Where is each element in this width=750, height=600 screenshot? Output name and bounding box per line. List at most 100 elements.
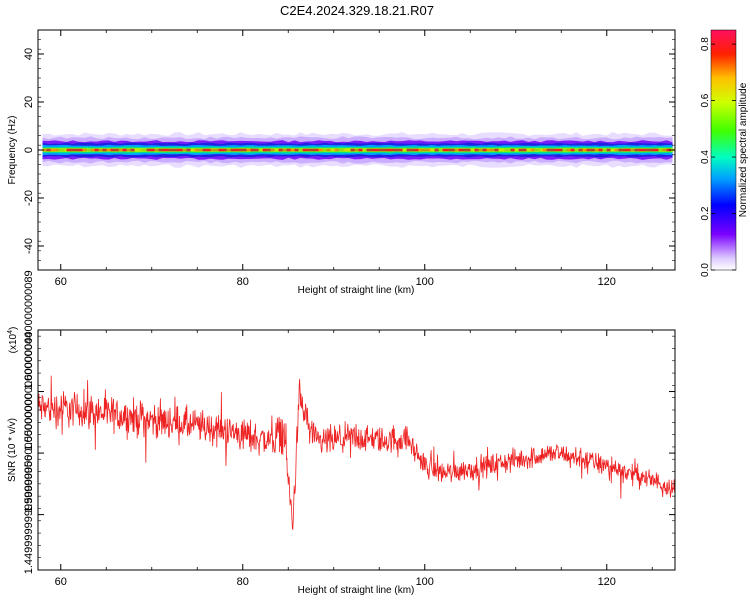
spectral-band-core <box>622 148 627 152</box>
spectral-band-core <box>314 148 319 152</box>
spectral-band-core <box>482 148 487 152</box>
spectral-band-core <box>118 148 123 152</box>
spectrogram-xlabel: Height of straight line (km) <box>298 285 415 296</box>
spectral-band-core <box>538 148 543 152</box>
spectral-band-core <box>174 148 179 152</box>
colorbar-tick-label: 0.6 <box>700 93 711 107</box>
spectral-band-core <box>122 148 127 152</box>
snr-ytick-label: 1.550000000000000044 <box>23 332 35 451</box>
snr-panel: 60 80 100 120 1.4499999999999999561.50000000… <box>7 270 676 596</box>
spectral-band-core <box>50 148 55 152</box>
spectral-band-core <box>230 148 235 152</box>
colorbar-label: Normalized spectral amplitude <box>738 82 749 217</box>
spectral-band-core <box>570 148 575 152</box>
snr-xtick-label: 80 <box>237 576 249 588</box>
snr-xtick-label: 60 <box>55 576 67 588</box>
spectral-band-core <box>654 148 659 152</box>
snr-ylabel: SNR (10 * v/v) <box>7 418 18 482</box>
spectral-band-core <box>486 148 491 152</box>
snr-frame <box>37 329 676 571</box>
spectral-band-core <box>566 148 571 152</box>
spectrogram-ytick-label: 20 <box>23 96 35 108</box>
spectral-band-core <box>666 148 671 152</box>
spectral-band-core <box>470 148 475 152</box>
spectrogram-ytick-label: -40 <box>23 238 35 254</box>
spectral-band-core <box>582 148 587 152</box>
snr-ytick-label: 1.600000000000000089 <box>23 270 35 389</box>
snr-xtick-label: 100 <box>416 576 434 588</box>
colorbar-tick-label: 0.2 <box>700 206 711 220</box>
spectral-band-core <box>62 148 67 152</box>
spectral-band-core <box>66 148 71 152</box>
snr-plot-area <box>38 330 675 570</box>
spectral-band-core <box>650 148 655 152</box>
spectral-band-core <box>498 148 503 152</box>
colorbar-tick-label: 0.0 <box>700 263 711 277</box>
spectral-band-core <box>358 148 363 152</box>
spectrogram-axes: 60 80 100 120 -40 -20 0 20 40 <box>23 29 675 288</box>
spectral-band-core <box>458 148 463 152</box>
spectral-band-core <box>510 148 515 152</box>
spectral-band-core <box>598 148 603 152</box>
spectral-band-core <box>386 148 391 152</box>
spectrogram-xtick-label: 100 <box>416 276 434 288</box>
colorbar-tick-label: 0.4 <box>700 150 711 164</box>
spectral-band-core <box>106 148 111 152</box>
spectral-band-core <box>286 148 291 152</box>
spectral-band-core <box>454 148 459 152</box>
spectrogram-xtick-label: 80 <box>237 276 249 288</box>
spectral-band-core <box>234 148 239 152</box>
spectral-band <box>42 132 675 168</box>
spectral-band-core <box>262 148 267 152</box>
spectral-band-core <box>274 148 279 152</box>
spectral-band-core <box>318 148 323 152</box>
spectral-band-core <box>190 148 195 152</box>
spectral-band-core <box>374 148 379 152</box>
spectral-band-core <box>610 148 615 152</box>
snr-axes: 60 80 100 120 1.4499999999999999561.50000000… <box>23 270 675 588</box>
spectral-band-core <box>638 148 643 152</box>
snr-ytick-label: 1.500000000000000000 <box>23 393 35 512</box>
colorbar-gradient <box>711 30 736 270</box>
snr-exponent-label: (x104) <box>7 327 19 354</box>
spectrogram-ylabel: Frequency (Hz) <box>7 116 18 185</box>
spectral-band-core <box>78 148 83 152</box>
spectral-band-core <box>542 148 547 152</box>
spectral-band-core <box>202 148 207 152</box>
spectral-band-core <box>134 148 139 152</box>
spectral-band-core <box>146 148 151 152</box>
spectrogram-xtick-label: 120 <box>598 276 616 288</box>
spectral-band-core <box>526 148 531 152</box>
spectral-band-core <box>594 148 599 152</box>
spectrogram-ytick-label: 40 <box>23 48 35 60</box>
snr-series-line <box>38 375 675 530</box>
spectral-band-core <box>430 148 435 152</box>
spectral-band-core <box>342 148 347 152</box>
spectral-band-core <box>178 148 183 152</box>
spectral-band-core <box>302 148 307 152</box>
spectral-band-core <box>442 148 447 152</box>
colorbar-tick-label: 0.8 <box>700 37 711 51</box>
spectral-band-core <box>402 148 407 152</box>
spectral-band-core <box>218 148 223 152</box>
spectral-band-core <box>246 148 251 152</box>
spectrogram-xtick-label: 60 <box>55 276 67 288</box>
spectrogram-panel: 60 80 100 120 -40 -20 0 20 40 Height of straight… <box>7 29 676 296</box>
spectral-band-core <box>206 148 211 152</box>
spectral-band-core <box>258 148 263 152</box>
spectral-band-core <box>398 148 403 152</box>
snr-xtick-label: 120 <box>598 576 616 588</box>
spectral-band-core <box>150 148 155 152</box>
spectral-band-core <box>626 148 631 152</box>
colorbar-ticks: 0.0 0.2 0.4 0.6 0.8 <box>700 37 736 277</box>
spectral-band-core <box>414 148 419 152</box>
spectral-band-core <box>554 148 559 152</box>
colorbar-frame <box>710 29 737 271</box>
spectral-band-core <box>346 148 351 152</box>
spectral-band-core <box>90 148 95 152</box>
snr-ytick-label: 1.449999999999999956 <box>23 455 35 574</box>
colorbar: 0.0 0.2 0.4 0.6 0.8 Normalized spectral ampl… <box>700 29 749 277</box>
spectral-band-core <box>162 148 167 152</box>
spectral-band-core <box>290 148 295 152</box>
